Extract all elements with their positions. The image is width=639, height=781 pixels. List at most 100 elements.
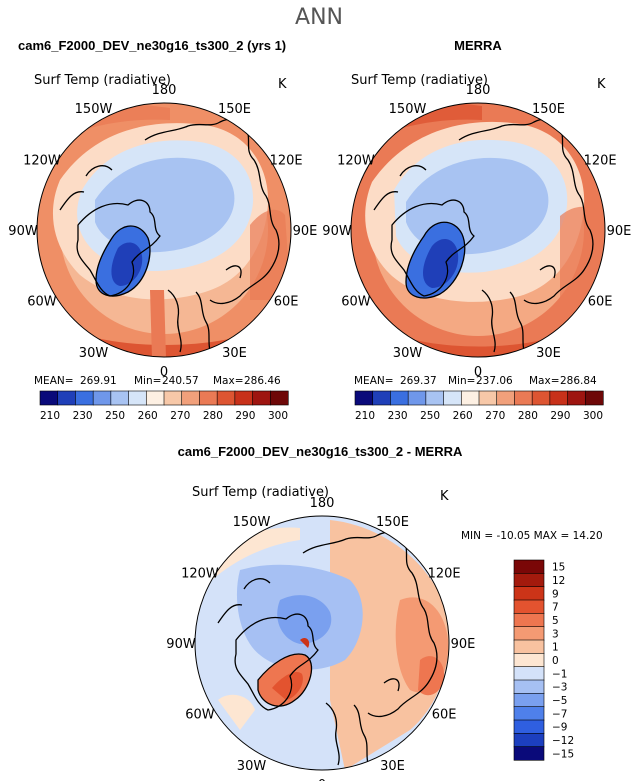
colorbar-swatch bbox=[567, 390, 586, 406]
stat-min-label: Min= bbox=[448, 375, 475, 387]
colorbar-swatch bbox=[460, 390, 480, 406]
colorbar-swatch bbox=[181, 390, 201, 406]
colorbar-swatch bbox=[513, 559, 545, 574]
colorbar-swatch bbox=[145, 390, 165, 406]
lon-label: 120E bbox=[270, 154, 303, 169]
colorbar-swatch bbox=[372, 390, 392, 406]
lon-label: 120E bbox=[584, 154, 617, 169]
lon-label: 60E bbox=[274, 295, 299, 310]
colorbar-swatch bbox=[513, 706, 545, 721]
colorbar-tick-label: 0 bbox=[552, 655, 559, 667]
colorbar-tick-label: 270 bbox=[485, 410, 505, 422]
colorbar-swatch bbox=[513, 639, 545, 654]
colorbar-swatch bbox=[234, 390, 254, 406]
lon-label: 60W bbox=[27, 295, 57, 310]
lon-label: 0 bbox=[318, 778, 326, 781]
colorbar-tick-label: 250 bbox=[105, 410, 125, 422]
lon-label: 60W bbox=[341, 295, 371, 310]
stat-max-value: 286.84 bbox=[560, 375, 597, 387]
colorbar-swatch bbox=[75, 390, 94, 406]
panel-diff-colorbar bbox=[513, 559, 545, 761]
colorbar-swatch bbox=[513, 666, 545, 681]
panel-diff-units: K bbox=[440, 489, 449, 504]
colorbar-swatch bbox=[425, 390, 445, 406]
panel-obs-variable: Surf Temp (radiative) bbox=[351, 73, 488, 88]
panel-obs-heading: MERRA bbox=[454, 38, 502, 53]
lon-label: 0 bbox=[160, 365, 168, 380]
colorbar-swatch bbox=[513, 573, 545, 588]
colorbar-tick-label: −5 bbox=[552, 695, 567, 707]
panel-model-heading: cam6_F2000_DEV_ne30g16_ts300_2 (yrs 1) bbox=[18, 38, 286, 53]
lon-label: 180 bbox=[466, 83, 491, 98]
panel-model-colorbar-ticks: 210 230 250 260 270 280 290 300 bbox=[40, 410, 288, 422]
colorbar-swatch bbox=[513, 586, 545, 601]
colorbar-swatch bbox=[390, 390, 409, 406]
stat-min-value: 240.57 bbox=[162, 375, 199, 387]
colorbar-swatch bbox=[216, 390, 236, 406]
lon-label: 30W bbox=[237, 759, 267, 774]
stat-min-value: 237.06 bbox=[476, 375, 513, 387]
lon-label: 150W bbox=[75, 102, 113, 117]
panel-obs-lon-labels: 180 150E 120E 90E 60E 30E 0 30W 60W 90W 120W 150W bbox=[322, 83, 631, 380]
colorbar-swatch bbox=[514, 390, 533, 406]
panel-obs-colorbar-ticks: 210 230 250 260 270 280 290 300 bbox=[355, 410, 603, 422]
lon-label: 0 bbox=[474, 365, 482, 380]
colorbar-swatch bbox=[354, 390, 374, 406]
lon-label: 150E bbox=[532, 102, 565, 117]
lon-label: 120E bbox=[428, 567, 461, 582]
colorbar-swatch bbox=[513, 599, 545, 614]
lon-label: 30W bbox=[393, 346, 423, 361]
colorbar-swatch bbox=[513, 733, 545, 748]
colorbar-swatch bbox=[39, 390, 59, 406]
panel-obs-units: K bbox=[597, 77, 606, 92]
colorbar-swatch bbox=[443, 390, 462, 406]
lon-label: 120W bbox=[337, 154, 375, 169]
colorbar-tick-label: 280 bbox=[203, 410, 223, 422]
colorbar-tick-label: 280 bbox=[518, 410, 538, 422]
colorbar-tick-label: 230 bbox=[73, 410, 93, 422]
panel-model-colorbar bbox=[39, 390, 289, 406]
lon-label: 150E bbox=[218, 102, 251, 117]
panel-model-units: K bbox=[278, 77, 287, 92]
colorbar-tick-label: 1 bbox=[552, 642, 559, 654]
lon-label: 30E bbox=[222, 346, 247, 361]
colorbar-swatch bbox=[252, 390, 271, 406]
colorbar-swatch bbox=[584, 390, 604, 406]
lon-label: 30E bbox=[380, 759, 405, 774]
colorbar-tick-label: 210 bbox=[40, 410, 60, 422]
panel-diff-heading: cam6_F2000_DEV_ne30g16_ts300_2 - MERRA bbox=[178, 444, 463, 459]
stat-mean-value: 269.91 bbox=[80, 375, 117, 387]
panel-obs-stats: MEAN= 269.37 Min= 237.06 Max= 286.84 bbox=[354, 375, 597, 387]
panel-obs: MERRA Surf Temp (radiative) K 180 150E 120… bbox=[322, 38, 631, 422]
colorbar-swatch bbox=[531, 390, 551, 406]
lon-label: 90W bbox=[8, 224, 38, 239]
colorbar-swatch bbox=[407, 390, 427, 406]
lon-label: 90E bbox=[293, 224, 318, 239]
colorbar-swatch bbox=[513, 746, 545, 761]
stat-min-label: Min= bbox=[134, 375, 161, 387]
colorbar-swatch bbox=[513, 613, 545, 628]
colorbar-tick-label: 210 bbox=[355, 410, 375, 422]
colorbar-swatch bbox=[549, 390, 569, 406]
colorbar-tick-label: 9 bbox=[552, 588, 559, 600]
colorbar-swatch bbox=[57, 390, 77, 406]
colorbar-swatch bbox=[110, 390, 130, 406]
lon-label: 60E bbox=[432, 708, 457, 723]
colorbar-tick-label: −12 bbox=[552, 735, 574, 747]
stat-max-label: Max= bbox=[213, 375, 244, 387]
stat-max-label: Max= bbox=[529, 375, 560, 387]
stat-mean-label: MEAN= bbox=[354, 375, 394, 387]
lon-label: 180 bbox=[152, 83, 177, 98]
colorbar-tick-label: −3 bbox=[552, 682, 567, 694]
panel-model: cam6_F2000_DEV_ne30g16_ts300_2 (yrs 1) S… bbox=[8, 38, 317, 422]
colorbar-swatch bbox=[478, 390, 498, 406]
colorbar-tick-label: 5 bbox=[552, 615, 559, 627]
colorbar-tick-label: 290 bbox=[235, 410, 255, 422]
colorbar-tick-label: 3 bbox=[552, 628, 559, 640]
colorbar-swatch bbox=[269, 390, 289, 406]
panel-obs-map bbox=[351, 103, 605, 357]
colorbar-tick-label: 260 bbox=[453, 410, 473, 422]
lon-label: 30W bbox=[79, 346, 109, 361]
colorbar-swatch bbox=[513, 719, 545, 734]
